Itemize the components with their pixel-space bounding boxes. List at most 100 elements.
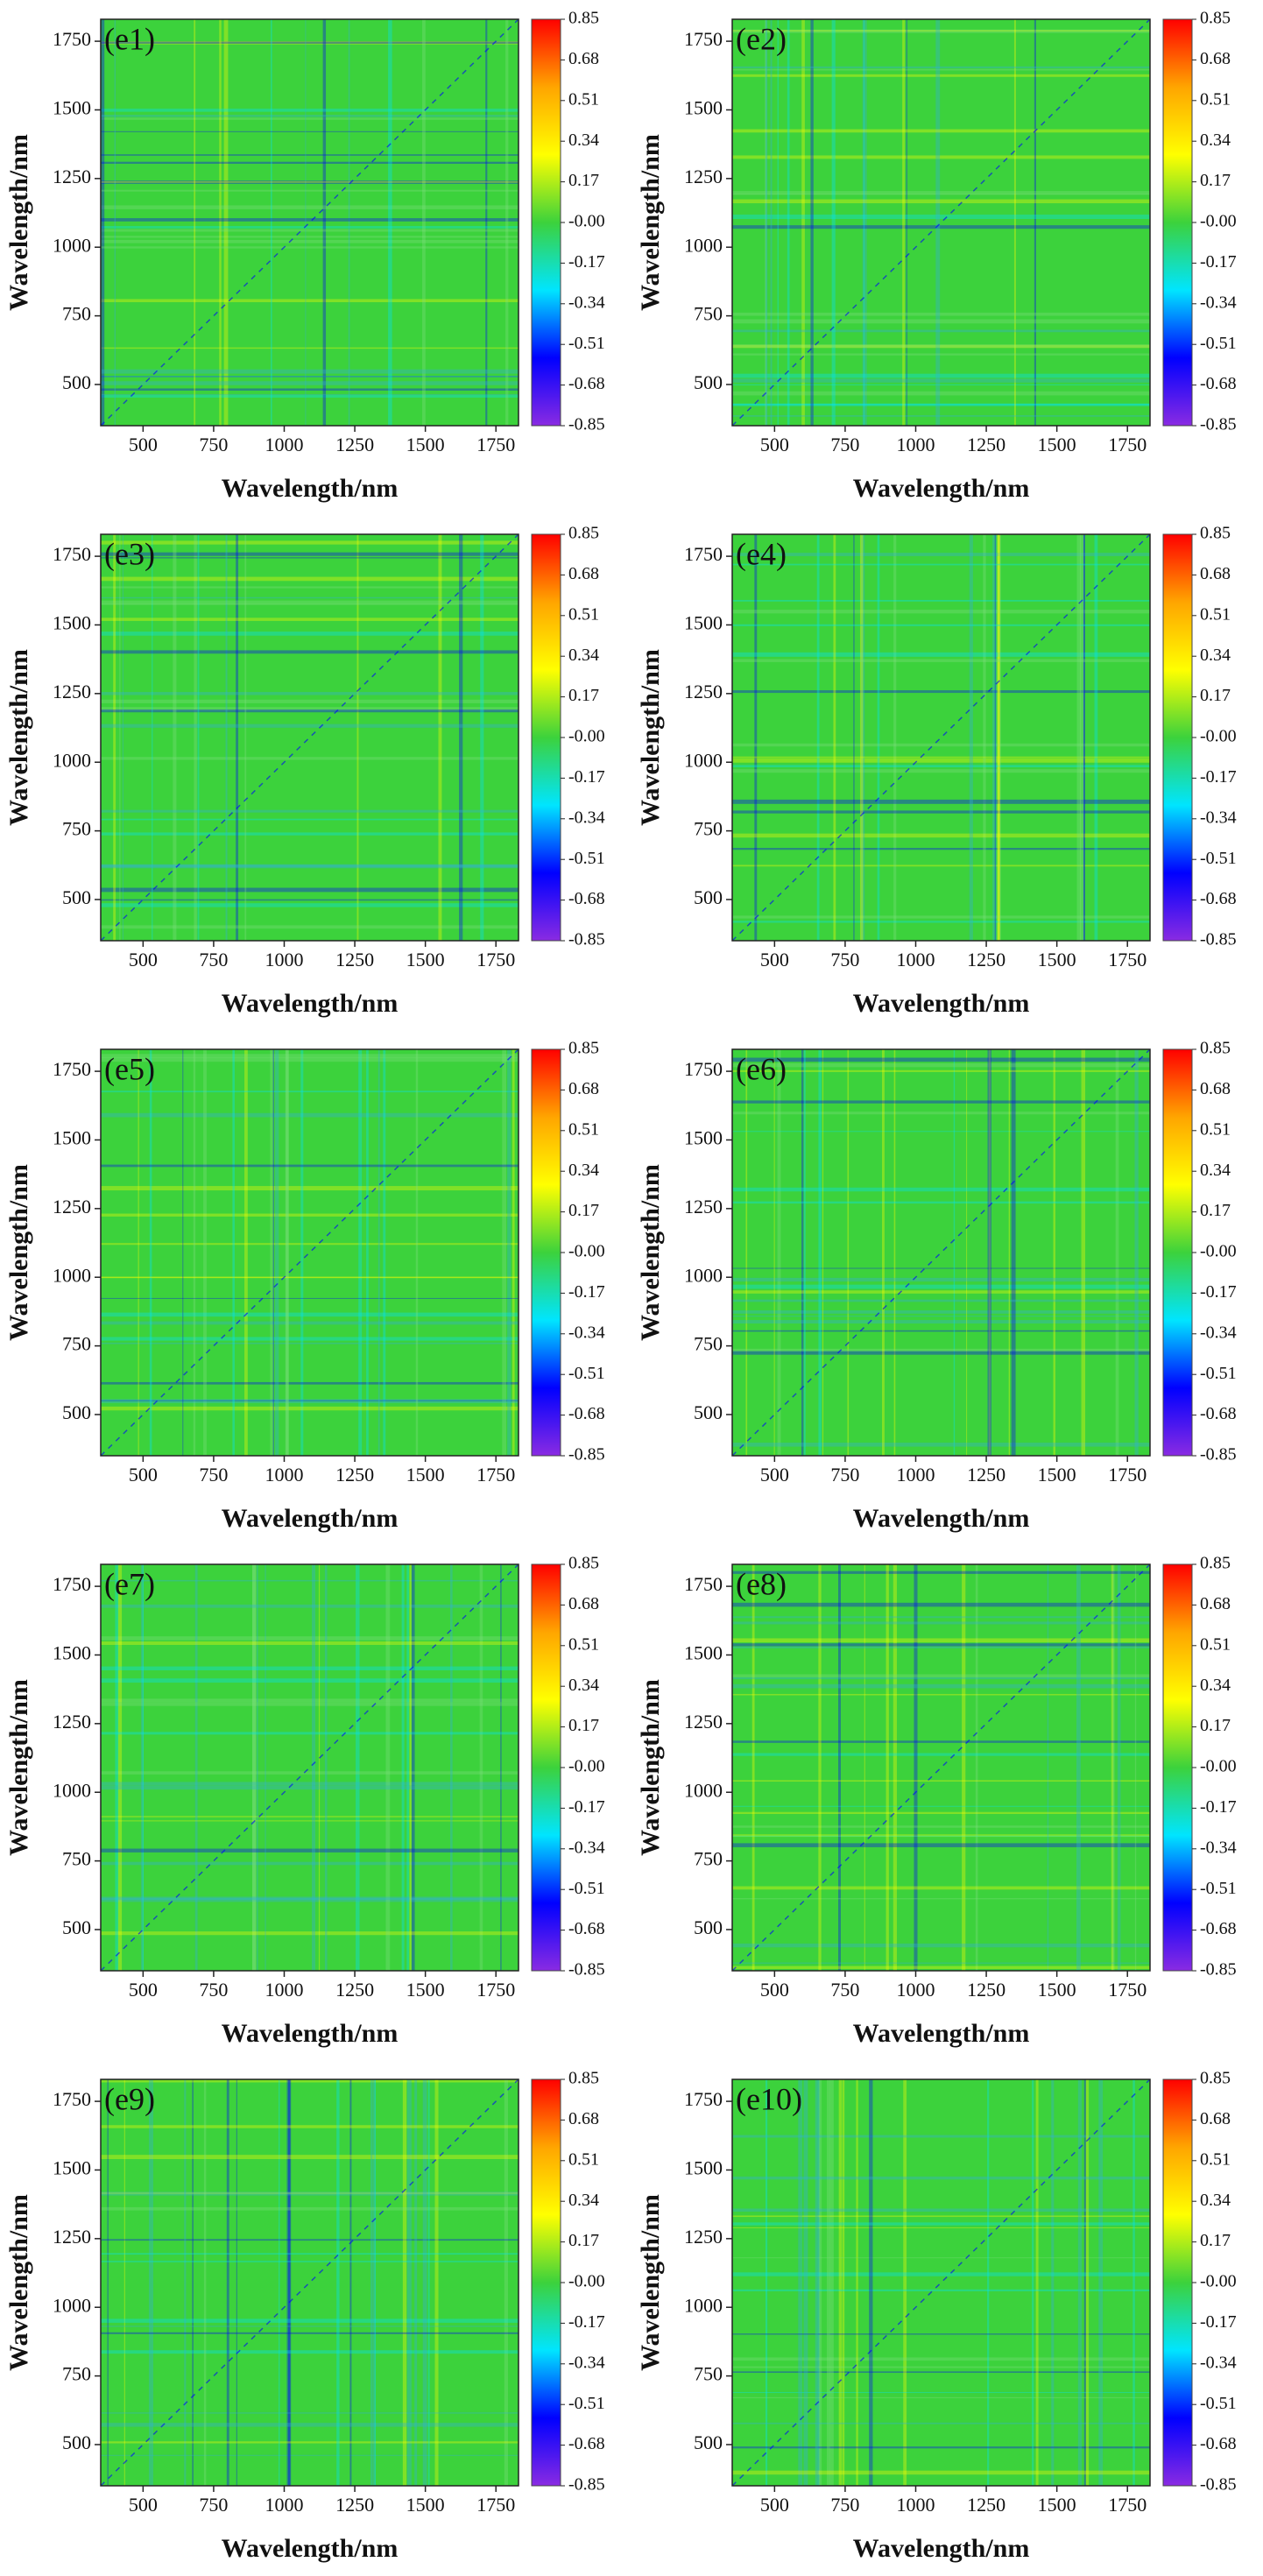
texture <box>732 2272 1150 2276</box>
y-tick-label: 1750 <box>684 28 723 50</box>
colorbar-tick-label: 0.34 <box>568 131 599 150</box>
texture <box>101 899 519 901</box>
texture <box>101 376 519 378</box>
texture <box>101 393 519 395</box>
texture <box>1053 1049 1055 1456</box>
texture <box>101 161 519 164</box>
texture <box>732 1351 1150 1355</box>
texture <box>101 1090 519 1093</box>
colorbar-tick-label: 0.34 <box>568 1161 599 1180</box>
texture <box>1134 1049 1139 1456</box>
x-tick-label: 1750 <box>1108 1979 1147 2001</box>
texture <box>838 2079 843 2486</box>
texture <box>732 810 1150 814</box>
texture <box>101 218 519 222</box>
texture <box>983 534 986 941</box>
colorbar <box>1162 1563 1193 1972</box>
texture <box>101 388 519 391</box>
plot-frame <box>100 2078 519 2487</box>
colorbar-tick-label: 0.51 <box>568 604 599 624</box>
texture <box>732 68 1150 71</box>
y-tick-label: 1750 <box>684 1058 723 1080</box>
y-tick-label: 1500 <box>53 2157 91 2179</box>
y-tick-label: 750 <box>694 303 723 325</box>
texture <box>732 599 1150 602</box>
texture <box>101 2325 519 2327</box>
x-tick-label: 1000 <box>265 434 303 455</box>
colorbar-tick-label: -0.68 <box>568 2434 605 2453</box>
panel: 500 750 1000 1250 1500 1750 500 750 1000 1250 1500… <box>636 2069 1237 2563</box>
colorbar-tick-label: -0.34 <box>568 1323 605 1342</box>
texture <box>732 769 1150 773</box>
texture <box>438 534 442 941</box>
texture <box>988 1049 991 1456</box>
x-tick-label: 500 <box>760 2494 789 2516</box>
texture <box>997 534 1000 941</box>
texture <box>732 1100 1150 1104</box>
texture <box>732 756 1150 759</box>
texture <box>860 534 865 941</box>
diagonal <box>100 2078 519 2487</box>
plot-frame <box>731 1563 1151 1972</box>
colorbar <box>531 1563 561 1972</box>
texture <box>370 2079 373 2486</box>
plot-frame <box>100 18 519 427</box>
texture <box>101 832 519 836</box>
x-tick-label: 1000 <box>896 434 935 455</box>
texture <box>480 534 484 941</box>
texture <box>101 2239 519 2241</box>
y-tick-label: 1500 <box>53 1642 91 1664</box>
colorbar-tick-label: 0.68 <box>1200 564 1231 583</box>
texture <box>732 1834 1150 1838</box>
texture <box>732 563 1150 566</box>
colorbar-tick-label: -0.34 <box>1200 1323 1237 1342</box>
texture <box>1035 2079 1039 2486</box>
texture <box>787 19 790 426</box>
colorbar-tick-label: 0.68 <box>1200 49 1231 68</box>
y-axis-label: Wavelength/nm <box>4 649 33 826</box>
texture <box>101 2206 519 2211</box>
y-tick-label: 1250 <box>684 2226 723 2248</box>
texture <box>732 1683 1150 1689</box>
texture <box>902 19 906 426</box>
texture <box>149 2079 153 2486</box>
texture <box>732 1740 1150 1743</box>
texture <box>765 19 767 426</box>
texture <box>732 1646 1150 1648</box>
texture <box>826 2079 830 2486</box>
texture <box>732 1602 1150 1607</box>
colorbar-tick-label: -0.34 <box>568 1838 605 1857</box>
y-tick-label: 750 <box>62 818 91 840</box>
texture <box>732 2422 1150 2424</box>
colorbar-tick-label: 0.51 <box>568 2149 599 2169</box>
y-axis-label: Wavelength/nm <box>4 134 33 311</box>
texture <box>194 19 196 426</box>
colorbar-tick-label: 0.68 <box>568 1079 599 1098</box>
x-tick-label: 500 <box>129 1464 158 1486</box>
texture <box>119 534 121 941</box>
texture <box>401 1564 405 1971</box>
colorbar-tick-label: -0.00 <box>568 1242 605 1261</box>
diagonal <box>731 1048 1151 1457</box>
texture <box>732 391 1150 396</box>
colorbar-tick-label: 0.85 <box>1200 9 1231 28</box>
texture <box>252 1564 257 1971</box>
texture <box>101 2332 519 2334</box>
texture <box>141 1564 144 1971</box>
texture <box>732 1825 1150 1828</box>
colorbar-tick-label: 0.17 <box>1200 1716 1231 1735</box>
texture <box>732 1570 1150 1574</box>
texture <box>192 2079 194 2486</box>
texture <box>101 1297 519 1299</box>
texture <box>388 19 392 426</box>
texture <box>893 1564 897 1971</box>
colorbar-tick-label: 0.85 <box>568 1039 599 1058</box>
colorbar-tick-label: -0.17 <box>568 252 605 272</box>
texture <box>732 915 1150 919</box>
texture <box>886 1564 889 1971</box>
texture <box>732 1835 1150 1837</box>
texture <box>406 2079 412 2486</box>
texture <box>732 2333 1150 2335</box>
y-axis-label: Wavelength/nm <box>636 1164 665 1341</box>
texture <box>732 1943 1150 1948</box>
